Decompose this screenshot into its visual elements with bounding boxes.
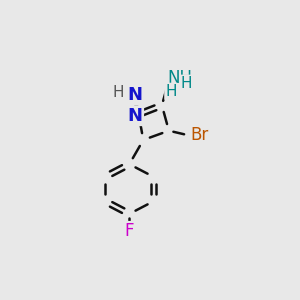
Text: N: N <box>128 86 143 104</box>
Text: H: H <box>112 85 124 100</box>
Text: H: H <box>165 84 177 99</box>
Text: H: H <box>181 76 192 91</box>
Text: NH: NH <box>168 69 193 87</box>
Text: N: N <box>128 107 143 125</box>
Text: F: F <box>124 222 134 240</box>
Text: Br: Br <box>190 126 208 144</box>
